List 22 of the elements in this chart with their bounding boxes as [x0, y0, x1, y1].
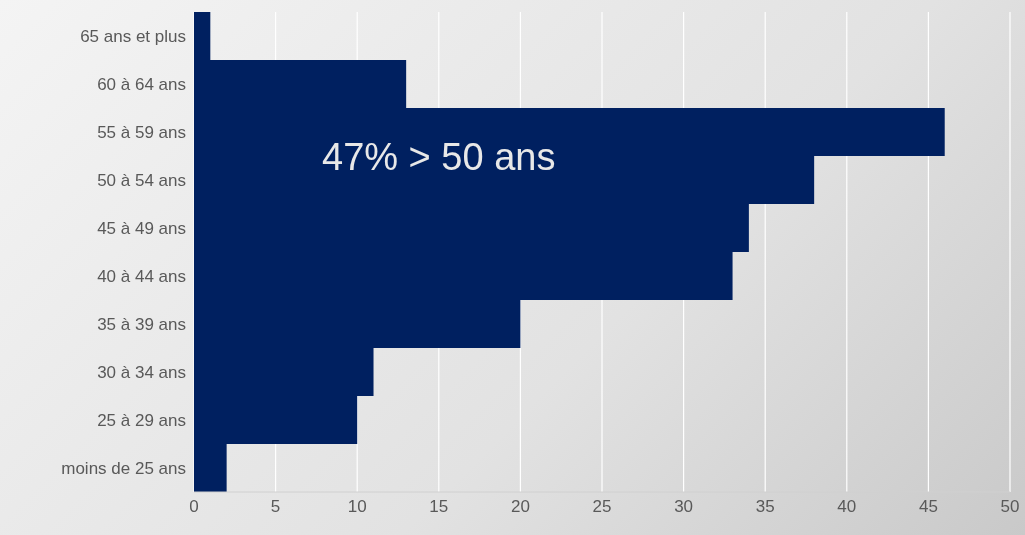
- x-tick-label: 15: [429, 497, 449, 517]
- x-tick-label: 40: [837, 497, 857, 517]
- y-tick-label: 60 à 64 ans: [97, 75, 186, 95]
- x-tick-label: 25: [592, 497, 612, 517]
- y-tick-label: 35 à 39 ans: [97, 315, 186, 335]
- x-tick-label: 5: [270, 497, 281, 517]
- y-tick-label: 50 à 54 ans: [97, 171, 186, 191]
- annotation: 47% > 50 ans: [322, 136, 556, 179]
- y-tick-label: 40 à 44 ans: [97, 267, 186, 287]
- y-tick-label: 55 à 59 ans: [97, 123, 186, 143]
- x-tick-label: 20: [510, 497, 530, 517]
- x-tick-label: 45: [918, 497, 938, 517]
- y-tick-label: 45 à 49 ans: [97, 219, 186, 239]
- x-tick-label: 0: [189, 497, 199, 517]
- x-tick-label: 50: [1000, 497, 1020, 517]
- y-tick-label: moins de 25 ans: [61, 459, 186, 479]
- x-tick-label: 10: [347, 497, 367, 517]
- x-tick-label: 30: [674, 497, 694, 517]
- x-tick-label: 35: [755, 497, 775, 517]
- y-tick-label: 25 à 29 ans: [97, 411, 186, 431]
- y-tick-label: 30 à 34 ans: [97, 363, 186, 383]
- y-tick-label: 65 ans et plus: [80, 27, 186, 47]
